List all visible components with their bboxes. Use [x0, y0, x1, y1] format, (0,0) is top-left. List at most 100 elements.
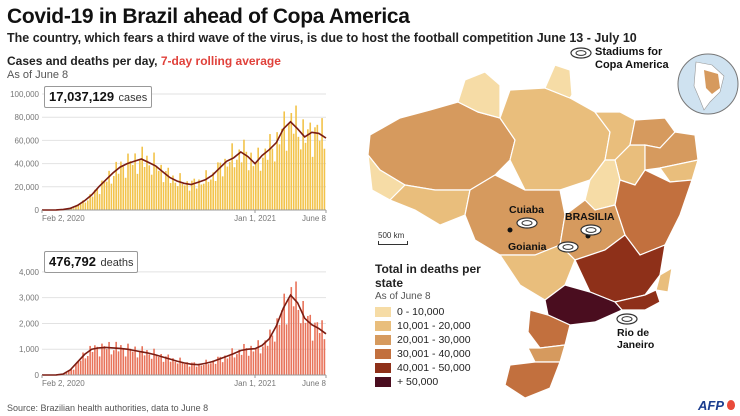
cases-bar — [84, 202, 87, 210]
deaths-bar — [321, 320, 323, 375]
map-legend-title: Total in deaths per state — [375, 262, 481, 290]
deaths-bar — [316, 322, 319, 375]
cases-bar — [314, 127, 316, 210]
cases-xtick-label: Feb 2, 2020 — [42, 214, 85, 223]
cases-bar — [117, 173, 120, 210]
deaths-bar — [200, 365, 203, 375]
deaths-bar — [226, 358, 229, 375]
deaths-xtick-label: Feb 2, 2020 — [42, 379, 85, 388]
deaths-bar — [299, 323, 302, 375]
cases-bar — [255, 162, 257, 210]
deaths-bar — [150, 358, 153, 375]
map-legend-label: 0 - 10,000 — [397, 306, 445, 318]
deaths-bar — [72, 369, 75, 375]
deaths-bar — [120, 345, 122, 375]
stadium-brasilia-icon — [580, 224, 602, 236]
deaths-bar — [288, 298, 290, 375]
deaths-bar — [186, 362, 188, 375]
cases-bar — [75, 205, 77, 210]
deaths-bar — [108, 341, 110, 375]
state-rondonia — [388, 184, 471, 226]
map-legend-label: 20,001 - 30,000 — [397, 334, 471, 346]
cases-ytick-label: 100,000 — [10, 90, 39, 99]
cases-bar — [238, 149, 241, 210]
deaths-bar — [68, 370, 70, 375]
deaths-bar — [124, 356, 127, 375]
cases-bar — [150, 174, 153, 210]
deaths-bar — [174, 361, 177, 375]
deaths-bar — [297, 309, 300, 375]
cases-ytick-label: 20,000 — [15, 183, 40, 192]
deaths-bar — [273, 341, 276, 375]
cases-bar — [283, 111, 285, 210]
deaths-bar — [65, 372, 68, 375]
cases-bar — [316, 124, 319, 210]
deaths-bar — [165, 356, 167, 375]
map-legend-swatch — [375, 307, 391, 317]
cases-bar — [143, 166, 146, 210]
deaths-bar — [162, 361, 165, 375]
cases-bar — [207, 181, 210, 210]
deaths-ytick-label: 4,000 — [19, 268, 40, 277]
deaths-bar — [91, 351, 94, 375]
cases-bar — [134, 153, 136, 210]
deaths-bar — [307, 315, 309, 375]
deaths-bar — [318, 333, 321, 375]
deaths-bar — [179, 357, 181, 375]
cases-xtick-label: Jan 1, 2021 — [234, 214, 276, 223]
cases-bar — [160, 164, 162, 210]
deaths-bar — [269, 329, 271, 375]
cases-bar — [243, 139, 245, 210]
deaths-bar — [250, 345, 252, 375]
cases-bar — [202, 183, 205, 210]
cases-total-value: 17,037,129 — [49, 89, 115, 104]
cases-bar — [70, 208, 72, 210]
cases-bar — [311, 156, 314, 210]
cases-bar — [82, 200, 84, 210]
cases-bar — [108, 170, 110, 210]
cases-bar — [205, 170, 207, 210]
cases-bar — [184, 185, 186, 210]
cases-bar — [252, 166, 255, 210]
globe-brazil-highlight — [704, 70, 720, 94]
cases-bar — [174, 182, 177, 210]
cases-bar — [141, 146, 143, 210]
deaths-ytick-label: 2,000 — [19, 319, 40, 328]
deaths-bar — [139, 351, 141, 375]
cases-xtick-label: June 8 — [302, 214, 327, 223]
deaths-rolling-average-line — [42, 293, 327, 376]
cases-bar — [297, 136, 300, 210]
brazil-map — [367, 53, 739, 399]
deaths-bar — [188, 366, 191, 375]
map-legend-swatch — [375, 349, 391, 359]
deaths-bar — [115, 341, 117, 375]
deaths-bar — [243, 343, 245, 375]
cases-bar — [257, 147, 259, 210]
deaths-xtick-label: Jan 1, 2021 — [234, 379, 276, 388]
deaths-bar — [271, 335, 274, 375]
deaths-bar — [309, 314, 312, 375]
deaths-bar — [238, 349, 241, 375]
deaths-bar — [245, 348, 248, 375]
deaths-bar — [224, 355, 226, 375]
deaths-bar — [195, 366, 198, 375]
map-legend-label: 40,001 - 50,000 — [397, 362, 471, 374]
cases-bar — [153, 152, 155, 210]
deaths-bar — [153, 348, 155, 375]
cases-bar — [179, 173, 181, 210]
cases-bar — [155, 165, 158, 210]
deaths-bar — [172, 358, 174, 375]
stadium-cuiaba-icon-inner — [521, 220, 533, 226]
deaths-bar — [84, 358, 87, 375]
deaths-bar — [323, 339, 326, 375]
cases-bar — [247, 170, 250, 210]
scale-bar — [378, 241, 408, 245]
as-of-label: As of June 8 — [7, 69, 69, 81]
deaths-bar — [191, 362, 193, 375]
cases-bar — [103, 180, 106, 210]
deaths-bar — [105, 349, 108, 375]
deaths-bar — [231, 348, 233, 375]
cases-bar — [79, 204, 82, 210]
map-legend-label: 10,001 - 20,000 — [397, 320, 471, 332]
deaths-bar — [207, 364, 210, 375]
